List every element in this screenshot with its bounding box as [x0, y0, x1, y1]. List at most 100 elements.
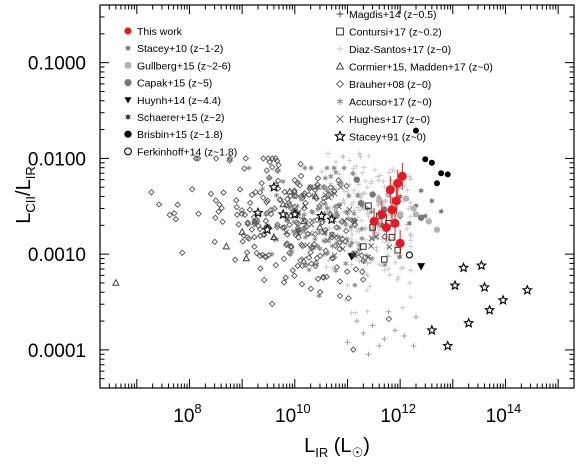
data-point [302, 261, 308, 267]
data-point [336, 245, 343, 253]
data-point [276, 196, 284, 203]
legend-label: Huynh+14 (z~4.4) [137, 95, 221, 107]
data-point [388, 177, 394, 184]
data-point [315, 206, 321, 212]
legend-marker [336, 98, 344, 105]
data-point [336, 278, 344, 285]
legend-label: Hughes+17 (z~0) [349, 114, 430, 126]
data-point [194, 155, 202, 162]
data-point [238, 207, 246, 214]
legend-marker [124, 27, 132, 35]
data-point [297, 172, 305, 180]
data-point [324, 165, 330, 171]
data-point [367, 283, 373, 289]
data-point [307, 285, 315, 292]
data-point [325, 151, 331, 157]
data-point [264, 197, 271, 204]
data-point [369, 191, 376, 198]
data-point [226, 155, 234, 162]
data-point [285, 187, 294, 195]
data-point [362, 190, 368, 196]
data-point [324, 237, 331, 244]
data-point [410, 343, 417, 349]
data-point [343, 182, 350, 190]
data-point [174, 201, 181, 208]
legend-label: Cormier+15, Madden+17 (z~0) [349, 62, 493, 74]
data-point [343, 222, 349, 228]
y-tick-label: 0.0010 [28, 245, 86, 266]
data-point [245, 235, 253, 242]
data-point [238, 227, 246, 235]
data-point [301, 212, 307, 218]
data-point [255, 222, 262, 230]
data-point [387, 272, 393, 278]
series-hughes-17-z-0 [283, 184, 393, 262]
data-point [244, 219, 251, 226]
data-point [333, 169, 339, 176]
y-tick-label: 0.0001 [28, 341, 86, 362]
data-point [291, 188, 298, 196]
data-point [289, 204, 295, 210]
data-point [368, 235, 375, 242]
data-point [282, 274, 289, 282]
data-point [369, 322, 376, 329]
data-point [312, 230, 319, 238]
data-point [331, 190, 338, 197]
data-point [298, 280, 306, 288]
legend-label: Diaz-Santos+17 (z~0) [349, 44, 451, 56]
data-point [331, 252, 338, 259]
data-point [388, 233, 396, 241]
data-point [246, 199, 254, 207]
data-point [155, 201, 163, 208]
data-point [438, 170, 445, 177]
data-point [350, 199, 357, 205]
legend-label: Brauher+08 (z~0) [349, 79, 431, 91]
data-point [354, 228, 360, 234]
legend-label: This work [137, 26, 183, 38]
data-point [300, 256, 307, 262]
legend: This work Stacey+10 (z~1-2) Gullberg+15 (z… [124, 9, 493, 158]
data-point [394, 277, 400, 283]
data-point [327, 205, 333, 211]
data-point [294, 224, 302, 232]
data-point [316, 252, 324, 260]
data-point [359, 276, 367, 283]
y-tick-label: 0.1000 [28, 54, 86, 75]
data-point [346, 206, 353, 213]
data-point [359, 226, 365, 232]
data-point [375, 197, 383, 205]
data-point [309, 244, 317, 251]
data-point [323, 264, 330, 270]
legend-marker [124, 79, 132, 87]
data-point [317, 246, 323, 252]
data-point [372, 167, 378, 173]
data-point [314, 275, 322, 283]
data-point [306, 267, 312, 273]
data-point [305, 254, 313, 261]
data-point [353, 318, 360, 324]
data-point [344, 282, 351, 288]
data-point [265, 251, 272, 259]
legend-marker [124, 97, 132, 104]
data-point [386, 244, 393, 250]
data-point [289, 249, 295, 255]
data-point [348, 310, 355, 316]
data-point [346, 157, 352, 164]
data-point [242, 254, 251, 262]
data-point [395, 238, 405, 248]
data-point [148, 188, 155, 196]
data-point [344, 188, 351, 194]
legend-marker [125, 113, 131, 121]
data-point [360, 170, 366, 176]
data-point [417, 263, 426, 271]
data-point [428, 159, 435, 166]
data-point [425, 218, 432, 225]
data-point [497, 294, 509, 305]
data-point [257, 265, 264, 272]
data-point [326, 213, 338, 225]
legend-marker [124, 130, 132, 138]
data-point [438, 208, 444, 215]
data-point [397, 171, 407, 181]
data-point [287, 242, 295, 250]
